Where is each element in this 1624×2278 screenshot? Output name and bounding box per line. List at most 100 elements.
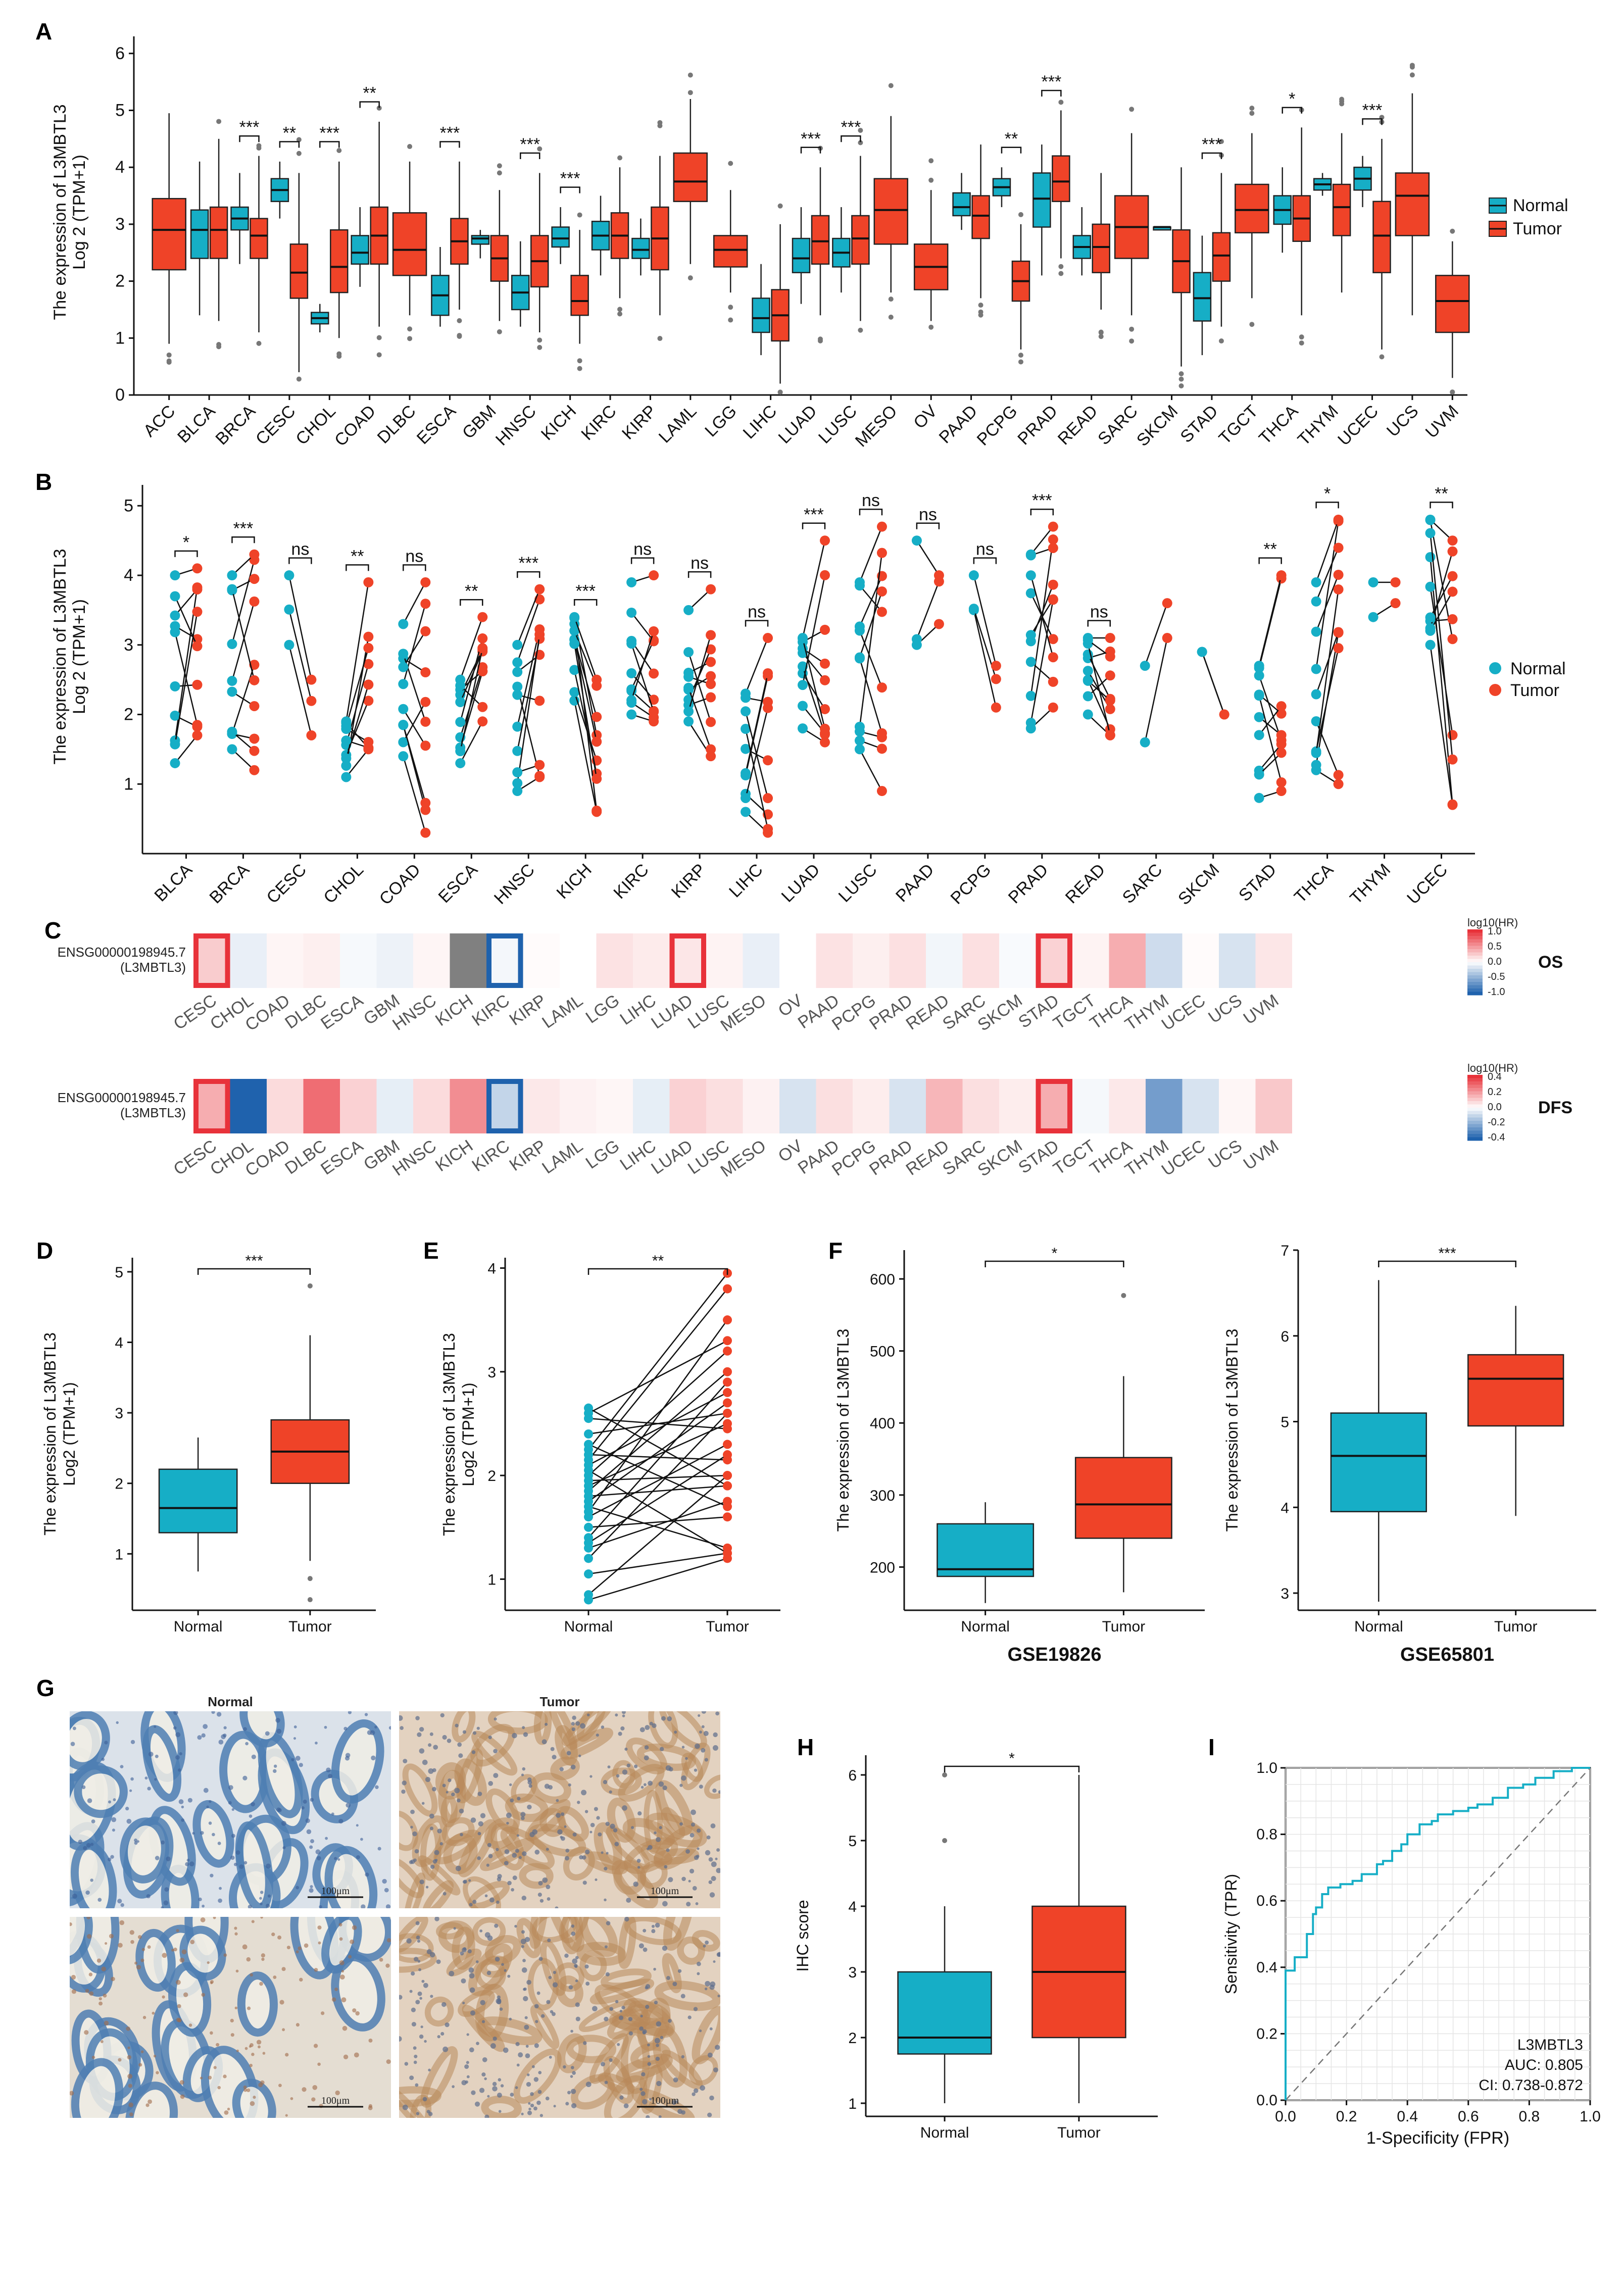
g-nucleus (201, 1993, 205, 1997)
b-x-tick-label: ESCA (435, 860, 482, 907)
c-cell-DFS-STAD (1036, 1079, 1072, 1133)
g-nucleus (654, 2000, 658, 2005)
g-gland (71, 2058, 124, 2118)
a-outlier-point (687, 275, 693, 281)
a-tumor-LAML-box (673, 152, 708, 203)
g-nucleus (647, 2062, 652, 2066)
b-sig-CESC-bracket (288, 557, 312, 564)
g-nucleus (637, 1866, 641, 1869)
g-nucleus (617, 2043, 620, 2046)
d-y-tick-label: 3 (115, 1405, 123, 1422)
g-nucleus (523, 1996, 528, 2002)
g-nucleus (314, 1968, 318, 1972)
g-nucleus (175, 1732, 181, 1738)
b-pair-line (516, 629, 540, 727)
g-nucleus (516, 2063, 520, 2067)
b-normal-point (1140, 737, 1150, 748)
b-sig-CHOL-bracket (346, 564, 369, 571)
g-nucleus (462, 2001, 465, 2005)
c-legend-gradient-step (1467, 946, 1483, 950)
a-sig-STAD-label: *** (1202, 135, 1222, 154)
g-nucleus (607, 1765, 611, 1769)
c-row-name: DFS (1538, 1098, 1572, 1117)
b-tumor-point (706, 657, 716, 667)
a-sig-HNSC-bracket (519, 152, 540, 160)
c-legend-gradient-step (1467, 982, 1483, 985)
f2-tumor-box (1467, 1354, 1564, 1427)
g-nucleus (475, 1960, 479, 1963)
g-nucleus (120, 1903, 124, 1907)
g-nucleus (674, 1730, 677, 1734)
c-cell-OS-ESCA (340, 933, 377, 988)
d-y-axis-label: The expression of L3MBTL3 (41, 1332, 59, 1536)
c-highlight-DFS-CESC (193, 1079, 230, 1133)
g-nucleus (609, 2007, 614, 2011)
g-nucleus (497, 2000, 502, 2005)
b-tumor-point (1105, 704, 1115, 714)
g-nucleus (212, 1833, 215, 1837)
g-nucleus (522, 1726, 525, 1729)
g-nucleus (413, 2060, 417, 2064)
a-tumor-LUSC-box (851, 215, 870, 265)
g-nucleus (273, 1975, 277, 1979)
g-nucleus (348, 1711, 352, 1714)
b-normal-point (398, 737, 409, 748)
g-nucleus (418, 1968, 421, 1971)
b-tumor-point (763, 633, 773, 643)
d-y-tick-label: 4 (115, 1335, 123, 1352)
g-nucleus (101, 1758, 105, 1761)
g-nucleus (339, 1960, 345, 1965)
c-legend-gradient-step (1467, 972, 1483, 976)
panel-letter-f: F (828, 1237, 843, 1264)
g-tissue-structure (420, 2046, 458, 2108)
b-pair-line (631, 673, 655, 701)
b-normal-point (1425, 514, 1436, 525)
g-nucleus (342, 2025, 348, 2031)
g-nucleus (520, 1939, 526, 1945)
g-nucleus (338, 1923, 342, 1926)
a-outlier-point (888, 314, 894, 320)
b-x-tick-label: BRCA (206, 860, 253, 908)
g-nucleus (262, 2052, 266, 2055)
b-normal-point (1425, 612, 1436, 623)
a-y-tick-label: 4 (115, 158, 125, 177)
a-outlier-point (256, 340, 262, 346)
b-pair-line (1144, 637, 1168, 742)
g-nucleus (339, 1937, 343, 1941)
g-nucleus (655, 1922, 660, 1928)
g-nucleus (253, 2096, 256, 2099)
g-nucleus (530, 2092, 534, 2096)
g-nucleus (421, 1802, 425, 1805)
g-tissue-structure (550, 1756, 580, 1780)
g-nucleus (454, 1788, 460, 1794)
g-nucleus (527, 1804, 532, 1810)
b-tumor-point (1333, 770, 1344, 780)
b-pair-line (630, 631, 655, 701)
g-nucleus (147, 1945, 151, 1949)
b-pair-line (288, 575, 312, 680)
g-nucleus (181, 1805, 184, 1809)
g-nucleus (385, 1963, 390, 1968)
b-x-tick-label: CESC (263, 860, 310, 908)
b-normal-point (284, 570, 294, 581)
a-sig-HNSC-label: *** (520, 135, 540, 154)
g-nucleus (709, 2095, 714, 2101)
h-x-tick-label: Normal (920, 2124, 969, 2141)
b-tumor-point (420, 716, 431, 727)
a-outlier-point (777, 389, 783, 395)
g-nucleus (567, 2091, 571, 2095)
g-nucleus (213, 2066, 217, 2069)
g-nucleus (546, 1848, 549, 1851)
g-nucleus (249, 1814, 253, 1818)
g-nucleus (119, 1920, 125, 1925)
g-nucleus (592, 2006, 598, 2012)
g-nucleus (596, 1734, 599, 1737)
g-nucleus (219, 1887, 222, 1890)
g-nucleus (173, 1726, 177, 1730)
a-tumor-UCEC-box (1372, 201, 1391, 273)
g-nucleus (468, 1967, 474, 1973)
c-cell-DFS-PAAD (816, 1079, 853, 1133)
g-nucleus (449, 1970, 455, 1976)
a-outlier-point (1018, 353, 1023, 358)
